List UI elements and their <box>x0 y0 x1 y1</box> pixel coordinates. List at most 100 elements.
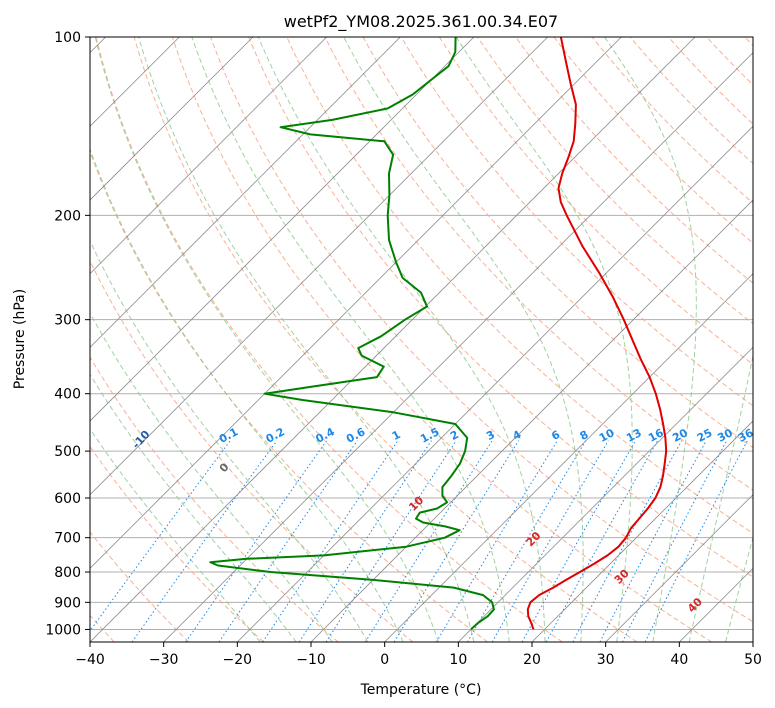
isotherm-line <box>90 37 475 422</box>
dry-adiabat <box>438 37 753 366</box>
mixing-ratio-label: 0.4 <box>313 425 337 446</box>
mixing-ratio-label: 6 <box>549 428 562 443</box>
isotherm-line <box>90 37 327 275</box>
x-tick-label: 40 <box>670 652 688 668</box>
mixing-ratio-line <box>621 440 728 642</box>
x-tick-label: 50 <box>744 652 762 668</box>
mixing-ratio-line <box>435 440 558 642</box>
moist-adiabat <box>343 37 584 642</box>
mixing-ratio-line <box>491 440 609 642</box>
temperature-profile-line <box>526 37 668 630</box>
x-tick-label: −10 <box>296 652 326 668</box>
isotherm-line <box>90 37 696 642</box>
y-axis-ticks: 100 200 300 400 500 600 700 800 900 1000 <box>45 30 90 638</box>
y-tick-label: 200 <box>54 208 81 224</box>
dry-adiabat <box>362 37 753 449</box>
mixing-ratio-label: 36 <box>736 426 756 445</box>
moist-adiabat <box>90 427 261 642</box>
moist-adiabat <box>257 37 546 642</box>
mixing-ratio-line <box>90 440 231 632</box>
isotherm-line <box>531 420 753 642</box>
plot-area: 0.10.20.40.611.52346810131620253036-100-… <box>90 37 756 642</box>
x-tick-label: 20 <box>523 652 541 668</box>
y-tick-label: 800 <box>54 565 81 581</box>
isotherm-line <box>90 37 401 348</box>
x-tick-label: 0 <box>380 652 389 668</box>
mixing-ratio-line <box>572 440 683 642</box>
mixing-ratio-label: 20 <box>670 426 690 445</box>
x-tick-label: 10 <box>449 652 467 668</box>
isotherm-line <box>458 346 753 642</box>
x-tick-label: −20 <box>223 652 253 668</box>
isotherm-line <box>237 125 753 642</box>
moist-adiabat <box>94 37 439 642</box>
y-tick-label: 100 <box>54 30 81 46</box>
moist-adiabat <box>90 239 369 642</box>
dry-adiabat <box>553 37 753 244</box>
mixing-ratio-label: 10 <box>597 426 617 445</box>
dry-adiabat-label: -10 <box>130 428 153 452</box>
y-tick-label: 400 <box>54 387 81 403</box>
dry-adiabat <box>210 37 753 623</box>
mixing-ratio-label: 1.5 <box>418 425 441 446</box>
x-tick-label: 30 <box>597 652 615 668</box>
y-tick-label: 600 <box>54 491 81 507</box>
dry-adiabat <box>744 37 753 47</box>
mixing-ratio-line <box>644 440 748 642</box>
dry-adiabat <box>515 37 753 284</box>
moist-adiabat <box>604 37 697 642</box>
isotherm-line <box>310 199 753 642</box>
x-tick-label: −30 <box>149 652 179 668</box>
dry-adiabat <box>90 445 264 642</box>
mixing-ratio-label: 0.1 <box>217 425 240 446</box>
mixing-ratio-label: 8 <box>578 428 591 443</box>
y-axis-label: Pressure (hPa) <box>12 289 28 389</box>
isotherm-line <box>384 273 753 642</box>
dry-adiabat <box>90 150 488 642</box>
moist-adiabats <box>90 37 753 642</box>
dry-adiabat <box>90 531 190 642</box>
x-tick-label: −40 <box>75 652 105 668</box>
moist-adiabat <box>725 535 753 642</box>
mixing-ratio-label: 13 <box>624 426 644 445</box>
moist-adiabat <box>90 311 333 642</box>
isotherm-line <box>679 567 753 642</box>
isotherm-line <box>90 37 622 569</box>
moist-adiabat <box>138 37 475 642</box>
mixing-ratio-line <box>521 440 637 642</box>
moist-adiabat-label: 30 <box>612 567 632 587</box>
dry-adiabat <box>400 37 753 407</box>
mixing-ratio-label: 3 <box>484 428 497 443</box>
moist-adiabat <box>90 147 404 642</box>
mixing-ratio-label: 25 <box>695 426 715 445</box>
mixing-ratio-line <box>262 440 399 642</box>
dry-adiabat <box>95 37 563 642</box>
mixing-ratio-line <box>131 440 278 642</box>
dry-adiabat <box>668 37 753 125</box>
plot-frame <box>89 36 754 643</box>
x-axis-ticks: −40 −30 −20 −10 0 10 20 30 40 50 <box>75 642 762 668</box>
mixing-ratio-line <box>325 440 457 642</box>
dry-adiabat <box>133 37 638 642</box>
dry-adiabat <box>248 37 753 578</box>
mixing-ratio-line <box>545 440 659 642</box>
mixing-ratio-line <box>298 440 432 642</box>
y-tick-label: 700 <box>54 531 81 547</box>
dry-adiabat <box>591 37 753 204</box>
dry-adiabat <box>90 356 339 642</box>
mixing-ratio-label: 16 <box>646 426 666 445</box>
chart-title: wetPf2_YM08.2025.361.00.34.E07 <box>284 12 558 32</box>
mixing-ratio-line <box>467 440 587 642</box>
y-tick-label: 900 <box>54 595 81 611</box>
pressure-gridlines <box>90 37 753 630</box>
mixing-ratio-label: 2 <box>448 428 461 443</box>
mixing-ratio-label: 1 <box>390 428 403 443</box>
dewpoint-profile-line <box>209 37 495 631</box>
x-axis-label: Temperature (°C) <box>360 682 482 698</box>
isotherm-line <box>752 641 753 642</box>
y-tick-label: 1000 <box>45 622 81 638</box>
isotherm-line <box>605 494 753 642</box>
mixing-ratio-line <box>393 440 520 642</box>
mixing-ratio-line <box>185 440 328 642</box>
